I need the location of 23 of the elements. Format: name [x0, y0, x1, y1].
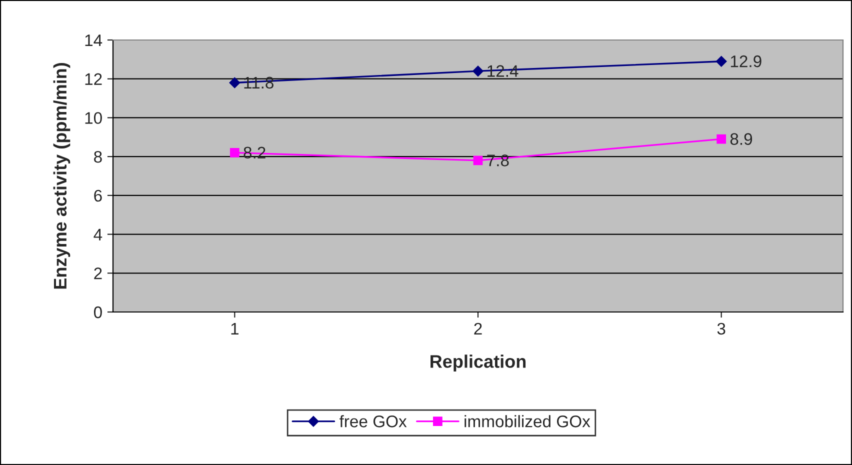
y-tick-label: 12	[85, 73, 102, 85]
y-tick-label: 4	[94, 228, 102, 240]
x-axis-title: Replication	[430, 354, 526, 372]
y-tick-label: 0	[94, 306, 102, 318]
y-tick-label: 14	[85, 34, 102, 46]
legend-label: immobilized GOx	[464, 415, 590, 428]
y-tick-label: 6	[94, 190, 102, 202]
point	[230, 148, 240, 158]
y-tick-label: 10	[85, 112, 102, 124]
point	[473, 156, 483, 166]
data-label: 12.9	[730, 55, 762, 68]
point	[716, 56, 727, 67]
data-label: 8.9	[730, 133, 752, 145]
y-axis-title: Enzyme activity (ppm/min)	[53, 63, 70, 289]
x-tick-label: 3	[717, 322, 726, 335]
point	[472, 66, 484, 77]
legend-label: free GOx	[339, 415, 407, 428]
y-tick-label: 8	[94, 150, 102, 163]
x-tick-label: 2	[474, 322, 482, 334]
y-tick-label: 2	[94, 268, 102, 280]
x-tick-label: 1	[231, 323, 238, 334]
point	[716, 134, 726, 144]
point	[229, 77, 240, 88]
